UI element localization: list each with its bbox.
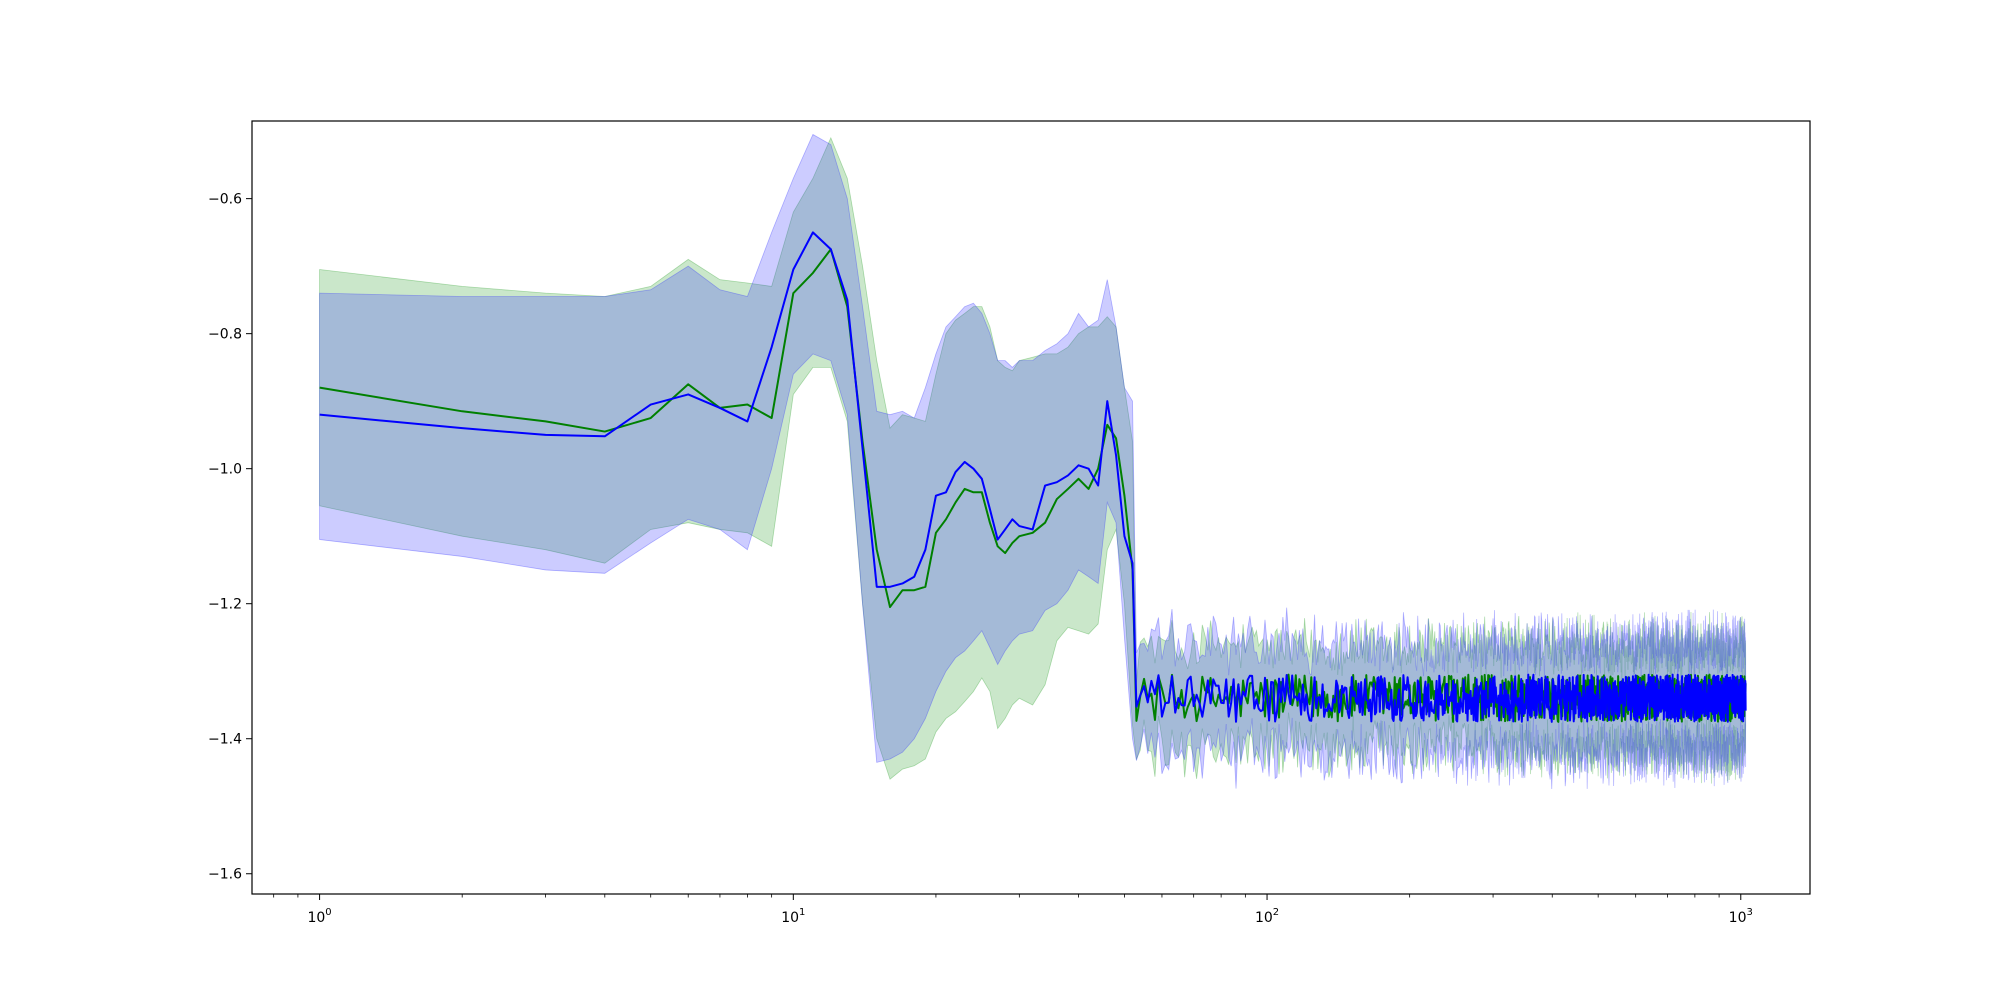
- y-tick-label: −1.4: [208, 732, 242, 748]
- plot-area-frame: [251, 120, 1811, 895]
- confidence-bands: [319, 133, 1747, 790]
- y-tick-label: −0.6: [208, 192, 242, 208]
- confidence-band-1: [319, 136, 1747, 784]
- y-tick-label: −1.6: [208, 867, 242, 883]
- y-axis: −0.6 −0.8 −1.0 −1.2 −1.4 −1.6: [208, 192, 252, 883]
- series-line-2: [319, 231, 1747, 723]
- x-tick-label: 103: [1729, 907, 1753, 926]
- y-tick-label: −0.8: [208, 327, 242, 343]
- x-axis: 100 101 102 103: [273, 894, 1753, 926]
- y-tick-label: −1.0: [208, 462, 242, 478]
- confidence-band-2: [319, 133, 1747, 790]
- x-tick-label: 101: [781, 907, 805, 926]
- x-tick-label: 100: [307, 907, 331, 926]
- x-tick-label: 102: [1255, 907, 1279, 926]
- series-lines: [319, 231, 1747, 723]
- y-tick-label: −1.2: [208, 597, 242, 613]
